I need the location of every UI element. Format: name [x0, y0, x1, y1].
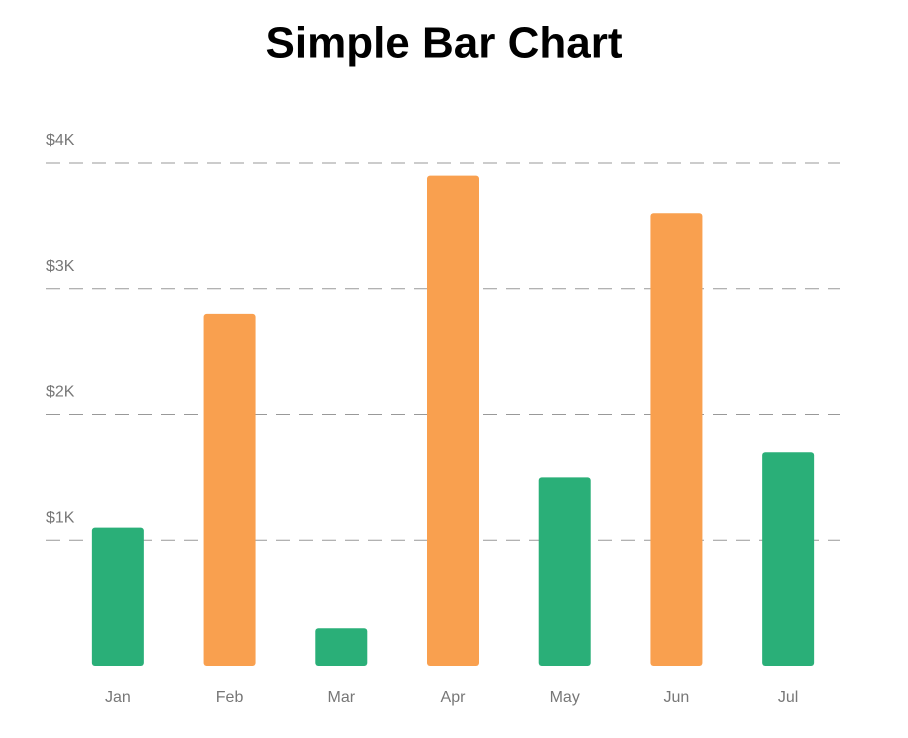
x-tick-label: May [550, 689, 580, 706]
bar [427, 175, 479, 666]
y-tick-label: $3K [46, 258, 75, 275]
bar [203, 313, 256, 666]
bar [762, 452, 815, 666]
bar [91, 527, 144, 666]
chart-title: Simple Bar Chart [266, 19, 623, 68]
bar [315, 628, 368, 666]
y-tick-label: $4K [46, 132, 75, 149]
x-tick-label: Mar [328, 689, 356, 706]
x-tick-label: Jul [778, 689, 798, 706]
y-tick-label: $1K [46, 509, 75, 526]
bar [650, 213, 703, 667]
x-tick-label: Jun [664, 689, 690, 706]
bar [538, 477, 591, 666]
x-tick-label: Apr [441, 689, 467, 706]
x-tick-label: Feb [216, 689, 244, 706]
x-tick-label: Jan [105, 689, 131, 706]
y-tick-label: $2K [46, 384, 75, 401]
